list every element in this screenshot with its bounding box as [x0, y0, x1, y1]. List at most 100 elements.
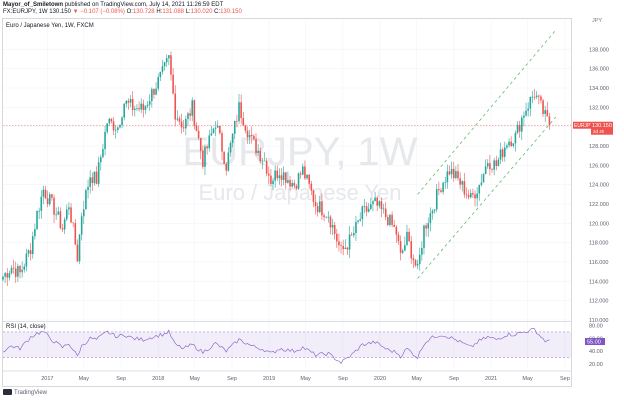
candle-body — [248, 134, 251, 138]
candle-body — [527, 108, 529, 111]
author-name[interactable]: Mayor_of_Smiletown — [3, 2, 64, 8]
x-tick-label: 2020 — [374, 376, 386, 382]
candle-body — [127, 100, 130, 103]
y-tick-label: 138.000 — [589, 47, 609, 53]
candle-body — [444, 182, 447, 184]
channel-upper-line[interactable] — [417, 29, 557, 195]
candle-body — [382, 208, 385, 210]
candle-body — [518, 124, 521, 132]
candle-body — [408, 231, 410, 242]
candle-body — [221, 133, 223, 152]
candle-body — [136, 108, 138, 109]
candle-body — [365, 206, 368, 212]
symbol-tag — [573, 121, 591, 129]
candle-body — [161, 66, 164, 72]
candle-body — [493, 160, 495, 170]
low-value: 130.020 — [190, 9, 213, 15]
candle-body — [393, 224, 396, 228]
y-tick-label: 134.000 — [589, 86, 609, 92]
candle-body — [463, 181, 466, 195]
candle-body — [8, 273, 11, 278]
candle-body — [459, 178, 461, 185]
candle-body — [144, 106, 147, 111]
candle-body — [523, 115, 525, 118]
candle-body — [280, 175, 283, 180]
candle-body — [308, 174, 310, 184]
candle-body — [406, 231, 408, 246]
candle-body — [450, 168, 453, 175]
candle-body — [25, 253, 28, 267]
footer: TradingView — [3, 389, 47, 396]
close-value: 130.150 — [220, 9, 242, 15]
candle-body — [112, 121, 115, 131]
candle-body — [304, 166, 306, 179]
candle-body — [242, 118, 245, 126]
candle-body — [146, 104, 149, 107]
candle-body — [503, 147, 506, 157]
candle-body — [93, 171, 96, 184]
candle-body — [501, 149, 504, 157]
candle-body — [312, 190, 315, 202]
candle-body — [295, 185, 298, 189]
candle-body — [346, 247, 349, 250]
candle-body — [506, 145, 508, 148]
candle-body — [185, 118, 187, 129]
x-tick-label: 2017 — [41, 376, 53, 382]
candle-body — [544, 110, 546, 114]
candle-body — [353, 233, 355, 236]
symbol-tag-label: EURJPY — [574, 123, 594, 129]
channel-lower-line[interactable] — [417, 116, 557, 279]
candle-body — [380, 201, 383, 210]
rsi-line — [2, 327, 550, 365]
candle-body — [489, 163, 491, 170]
candle-body — [131, 99, 134, 111]
x-tick-label: Sep — [338, 376, 348, 382]
candle-body — [170, 55, 172, 75]
candle-body — [446, 171, 449, 183]
candle-body — [216, 125, 219, 128]
candle-body — [367, 208, 370, 212]
candle-body — [548, 116, 551, 126]
candle-body — [229, 142, 232, 153]
candle-body — [525, 110, 527, 116]
y-tick-label: 132.000 — [589, 105, 609, 111]
price-change: ▼ −0.107 (−0.08%) — [72, 9, 125, 15]
candle-body — [85, 190, 87, 210]
candle-body — [272, 180, 274, 185]
candle-body — [42, 189, 45, 197]
candle-body — [278, 175, 281, 179]
candle-body — [327, 216, 330, 218]
candle-body — [289, 179, 291, 187]
candle-body — [108, 118, 111, 124]
candle-body — [323, 215, 325, 218]
candle-body — [429, 213, 432, 224]
tradingview-logo-text[interactable]: TradingView — [14, 390, 48, 396]
x-tick-label: Sep — [227, 376, 237, 382]
candle-body — [140, 103, 143, 110]
candle-body — [236, 120, 238, 122]
candle-body — [214, 127, 217, 129]
candle-body — [219, 125, 221, 134]
candle-body — [336, 233, 338, 242]
candle-body — [199, 137, 202, 151]
candle-body — [359, 219, 362, 221]
x-tick-label: Sep — [449, 376, 459, 382]
candle-body — [174, 93, 177, 120]
candle-body — [223, 151, 225, 164]
candle-body — [51, 194, 53, 198]
candle-body — [350, 234, 353, 236]
candle-body — [197, 130, 200, 138]
candle-body — [448, 171, 451, 175]
candle-body — [389, 214, 391, 226]
x-tick-label: 2021 — [485, 376, 497, 382]
candle-body — [372, 201, 374, 205]
y-tick-label: 112.000 — [589, 299, 608, 305]
candle-body — [455, 171, 457, 179]
candle-body — [265, 160, 268, 174]
candle-body — [374, 197, 376, 202]
candle-body — [129, 99, 132, 103]
candle-body — [246, 130, 249, 138]
candle-body — [535, 95, 538, 98]
candle-body — [440, 190, 442, 192]
